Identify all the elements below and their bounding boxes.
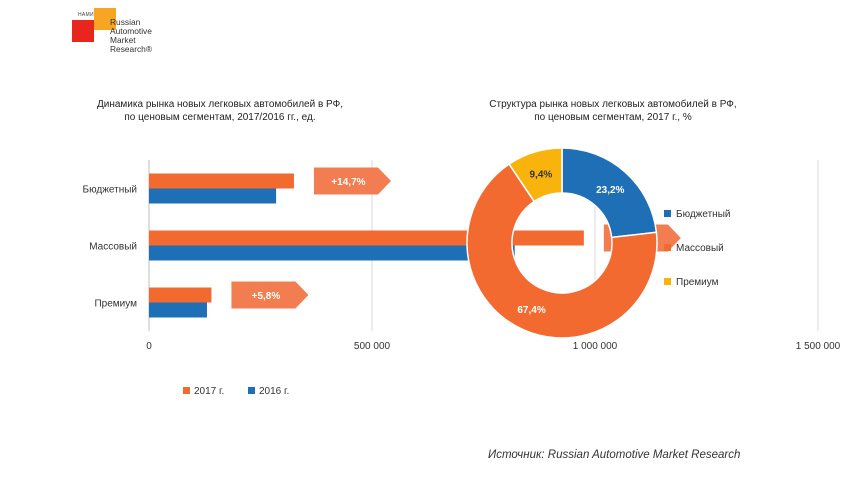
source-note: Источник: Russian Automotive Market Rese…	[488, 449, 741, 461]
bar-chart-title: Динамика рынка новых легковых автомобиле…	[96, 99, 343, 123]
bar-legend-swatch	[183, 387, 190, 394]
bar-2016	[149, 245, 515, 261]
bar-2017	[149, 173, 294, 189]
donut-legend-label: Премиум	[676, 277, 719, 288]
bar-category-label: Премиум	[94, 299, 137, 310]
donut-value-label: 67,4%	[517, 305, 545, 316]
donut-legend-swatch	[664, 210, 671, 217]
donut-value-label: 23,2%	[596, 185, 624, 196]
bar-x-tick-label: 0	[146, 341, 152, 352]
bar-category-label: Массовый	[89, 242, 137, 253]
logo-yellow-square	[94, 8, 116, 30]
growth-label: +5,8%	[252, 291, 281, 302]
growth-arrow	[231, 281, 309, 309]
logo-red-square	[72, 20, 94, 42]
bar-2016	[149, 188, 277, 204]
growth-label: +14,7%	[331, 177, 365, 188]
donut-legend-label: Бюджетный	[676, 209, 730, 220]
bar-legend-label: 2016 г.	[259, 386, 289, 397]
bar-x-tick-label: 1 000 000	[573, 341, 618, 352]
bar-2016	[149, 302, 207, 318]
donut-slice	[561, 147, 658, 239]
donut-legend-swatch	[664, 278, 671, 285]
logo-nami-text: НАМИ	[78, 12, 94, 18]
bar-2017	[149, 287, 212, 303]
donut-chart-title: Структура рынка новых легковых автомобил…	[489, 99, 737, 123]
donut-slice	[466, 163, 658, 339]
donut-value-label: 9,4%	[530, 170, 553, 181]
bar-x-tick-label: 1 500 000	[796, 341, 841, 352]
donut-legend-label: Массовый	[676, 243, 724, 254]
growth-arrow	[313, 167, 391, 195]
bar-legend-swatch	[248, 387, 255, 394]
logo-brand-text: Russian Automotive Market Research®	[110, 17, 153, 54]
bar-legend-label: 2017 г.	[194, 386, 224, 397]
bar-category-label: Бюджетный	[83, 185, 137, 196]
donut-slice	[508, 147, 563, 203]
bar-x-tick-label: 500 000	[354, 341, 391, 352]
bar-2017	[149, 230, 584, 246]
rmr-logo: НАМИ Russian Automotive Market Research®	[72, 8, 182, 66]
donut-legend-swatch	[664, 244, 671, 251]
